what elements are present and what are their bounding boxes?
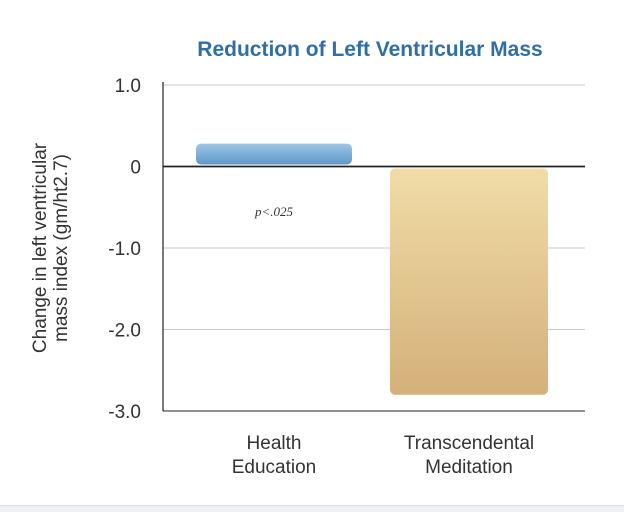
y-tick-label: 0 bbox=[130, 158, 141, 179]
x-category-label: Meditation bbox=[425, 457, 513, 478]
bar-0 bbox=[196, 143, 352, 165]
y-tick-label: 1.0 bbox=[115, 76, 141, 97]
labels: 1.0 0 -1.0 -2.0 -3.0 Health Education Transcend… bbox=[30, 76, 534, 478]
bottom-band bbox=[0, 505, 624, 512]
y-tick-label: -3.0 bbox=[108, 402, 141, 423]
significance-annotation: p<.025 bbox=[254, 204, 294, 219]
x-category-label: Health bbox=[247, 433, 302, 454]
y-axis-label: Change in left ventricular bbox=[30, 142, 51, 353]
axes bbox=[162, 82, 585, 412]
chart-title: Reduction of Left Ventricular Mass bbox=[197, 38, 542, 61]
y-tick-label: -2.0 bbox=[108, 321, 141, 342]
bars bbox=[196, 143, 548, 395]
bar-1 bbox=[390, 168, 548, 395]
y-tick-label: -1.0 bbox=[108, 239, 141, 260]
y-axis-label: mass index (gm/ht2.7) bbox=[51, 154, 72, 342]
x-category-label: Transcendental bbox=[404, 433, 534, 454]
x-category-label: Education bbox=[232, 457, 317, 478]
